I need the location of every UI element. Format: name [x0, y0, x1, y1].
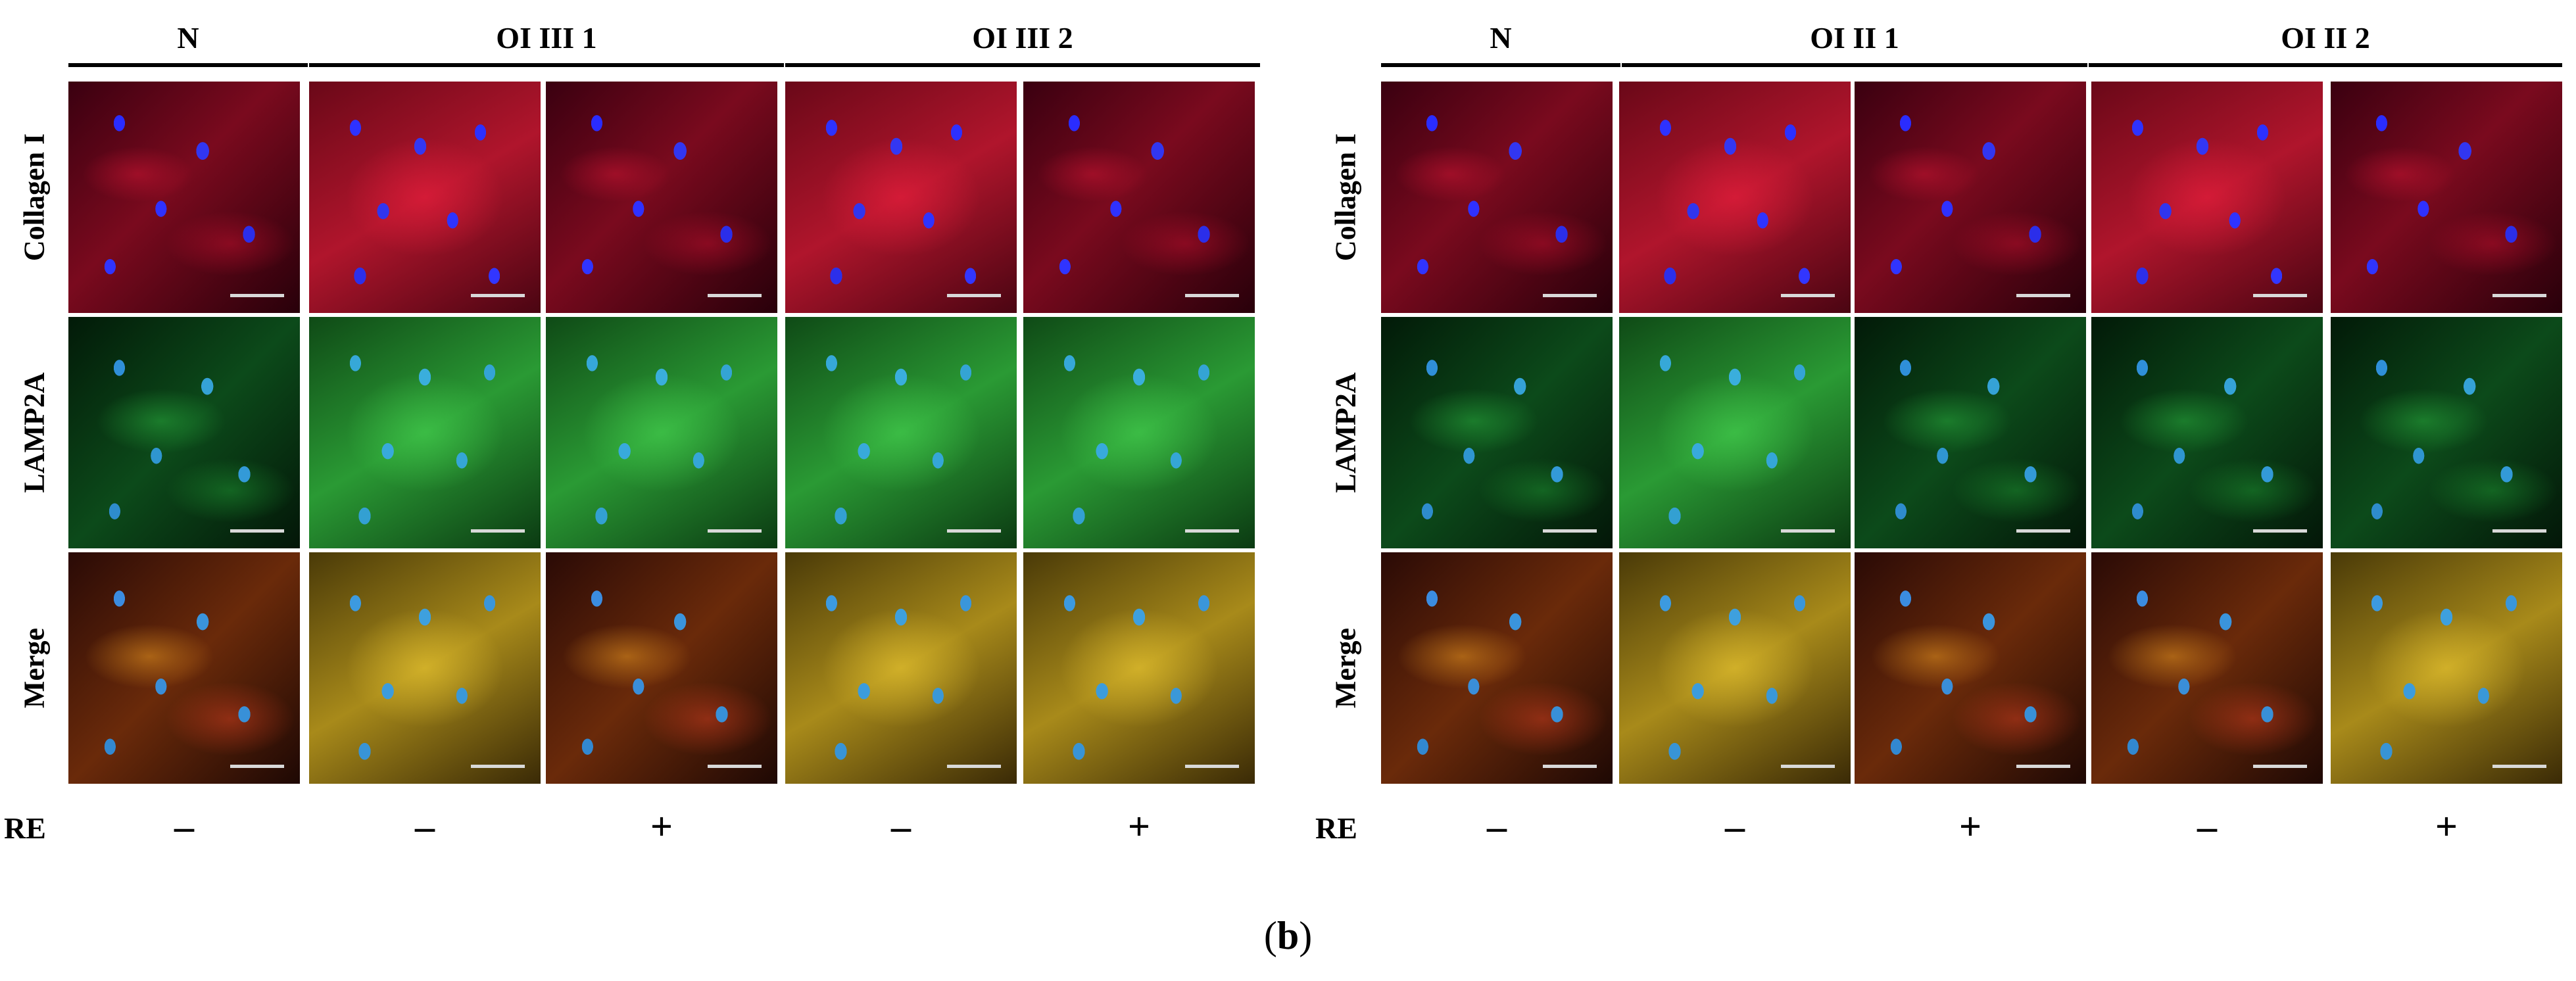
scale-bar	[471, 765, 525, 768]
right-group-rule-2	[1622, 63, 2087, 67]
scale-bar	[2016, 294, 2070, 297]
scale-bar	[708, 294, 762, 297]
figure-label: b	[1276, 914, 1300, 957]
scale-bar	[1781, 765, 1835, 768]
scale-bar	[1185, 294, 1239, 297]
scale-bar	[2492, 294, 2546, 297]
scale-bar	[471, 529, 525, 533]
micrograph-tile	[1619, 552, 1851, 784]
left-group-header-3: OI III 2	[783, 18, 1263, 71]
scale-bar	[1185, 765, 1239, 768]
micrograph-tile	[2331, 317, 2562, 548]
micrograph-tile	[785, 82, 1017, 313]
right-group-label-1: N	[1490, 21, 1512, 55]
right-group-label-3: OI II 2	[2281, 21, 2370, 55]
scale-bar	[2016, 765, 2070, 768]
scale-bar	[1543, 765, 1597, 768]
micrograph-tile	[785, 317, 1017, 548]
scale-bar	[471, 294, 525, 297]
figure-caption: (b)	[1263, 914, 1313, 957]
scale-bar	[230, 765, 284, 768]
scale-bar	[2253, 529, 2307, 533]
micrograph-tile	[1855, 82, 2086, 313]
scale-bar	[2016, 529, 2070, 533]
micrograph-tile	[2331, 82, 2562, 313]
micrograph-tile	[785, 552, 1017, 784]
scale-bar	[1781, 294, 1835, 297]
right-treatment-2: –	[1725, 805, 1745, 848]
scale-bar	[1543, 529, 1597, 533]
micrograph-tile	[1619, 317, 1851, 548]
micrograph-tile	[1381, 552, 1613, 784]
micrograph-tile	[1855, 317, 2086, 548]
left-re-label: RE	[4, 811, 46, 845]
scale-bar	[2253, 294, 2307, 297]
right-group-rule-3	[2089, 63, 2562, 67]
micrograph-tile	[2091, 82, 2323, 313]
right-treatment-1: –	[1487, 805, 1507, 848]
left-row-label-lamp2a: LAMP2A	[18, 372, 51, 493]
left-row-label-merge: Merge	[18, 627, 51, 709]
left-treatment-1: –	[174, 805, 194, 848]
scale-bar	[1185, 529, 1239, 533]
micrograph-tile	[546, 552, 777, 784]
right-treatment-4: –	[2197, 805, 2217, 848]
scale-bar	[1543, 294, 1597, 297]
right-treatment-5: +	[2435, 805, 2458, 848]
scale-bar	[947, 294, 1001, 297]
micrograph-tile	[1023, 317, 1255, 548]
scale-bar	[230, 294, 284, 297]
micrograph-tile	[1381, 317, 1613, 548]
micrograph-tile	[68, 317, 300, 548]
left-group-label-3: OI III 2	[972, 21, 1073, 55]
micrograph-tile	[1023, 82, 1255, 313]
micrograph-tile	[1619, 82, 1851, 313]
micrograph-tile	[309, 82, 541, 313]
micrograph-tile	[309, 317, 541, 548]
scale-bar	[947, 529, 1001, 533]
right-group-header-1: N	[1378, 18, 1623, 71]
left-treatment-4: –	[891, 805, 911, 848]
scale-bar	[2253, 765, 2307, 768]
micrograph-tile	[68, 82, 300, 313]
scale-bar	[230, 529, 284, 533]
micrograph-tile	[1023, 552, 1255, 784]
left-group-label-2: OI III 1	[496, 21, 597, 55]
scale-bar	[947, 765, 1001, 768]
scale-bar	[2492, 765, 2546, 768]
right-row-label-lamp2a: LAMP2A	[1329, 372, 1362, 493]
right-group-header-3: OI II 2	[2086, 18, 2565, 71]
micrograph-tile	[68, 552, 300, 784]
micrograph-tile	[546, 82, 777, 313]
left-group-header-1: N	[66, 18, 310, 71]
right-row-label-merge: Merge	[1329, 627, 1362, 709]
micrograph-tile	[309, 552, 541, 784]
micrograph-tile	[2091, 552, 2323, 784]
right-group-header-2: OI II 1	[1619, 18, 2090, 71]
scale-bar	[708, 765, 762, 768]
right-group-rule-1	[1381, 63, 1620, 67]
left-treatment-3: +	[650, 805, 673, 848]
micrograph-tile	[546, 317, 777, 548]
left-group-header-2: OI III 1	[306, 18, 787, 71]
micrograph-tile	[2091, 317, 2323, 548]
micrograph-tile	[1855, 552, 2086, 784]
scale-bar	[2492, 529, 2546, 533]
left-treatment-2: –	[415, 805, 435, 848]
right-treatment-3: +	[1958, 805, 1982, 848]
right-re-label: RE	[1315, 811, 1357, 845]
left-row-label-collagen: Collagen I	[18, 133, 51, 262]
left-treatment-5: +	[1127, 805, 1151, 848]
micrograph-tile	[1381, 82, 1613, 313]
micrograph-tile	[2331, 552, 2562, 784]
left-group-label-1: N	[177, 21, 199, 55]
right-group-label-2: OI II 1	[1810, 21, 1899, 55]
left-group-rule-1	[68, 63, 308, 67]
scale-bar	[1781, 529, 1835, 533]
right-row-label-collagen: Collagen I	[1329, 133, 1362, 262]
scale-bar	[708, 529, 762, 533]
left-group-rule-3	[785, 63, 1260, 67]
left-group-rule-2	[309, 63, 784, 67]
